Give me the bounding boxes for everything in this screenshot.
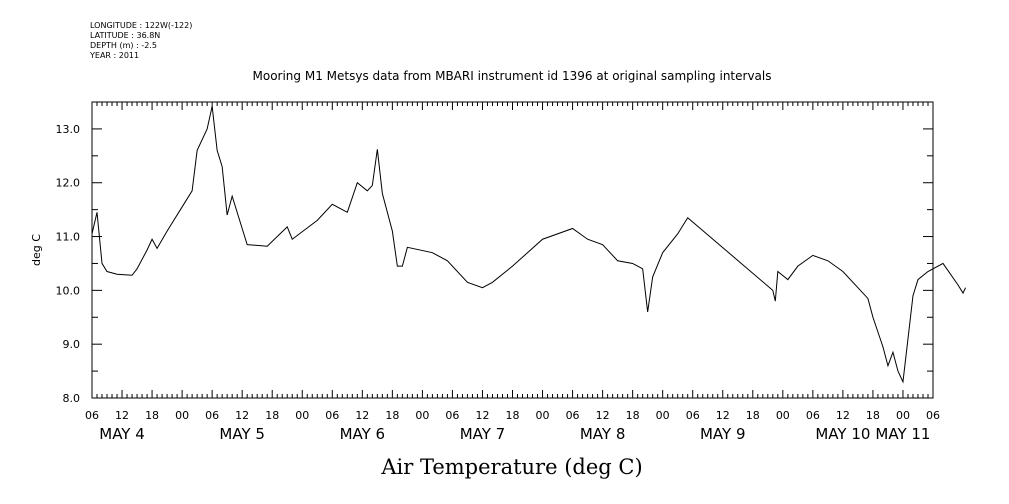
day-label: MAY 10 (815, 425, 870, 443)
y-tick-label: 13.0 (56, 123, 81, 136)
x-tick-label: 12 (355, 409, 369, 422)
day-labels: MAY 4 MAY 5 MAY 6 MAY 7 MAY 8 MAY 9 MAY 10 MAY … (99, 425, 930, 443)
y-axis-label: deg C (30, 234, 43, 266)
day-label: MAY 9 (700, 425, 746, 443)
y-tick-label: 9.0 (63, 338, 81, 351)
x-tick-label: 06 (205, 409, 219, 422)
x-tick-label: 00 (656, 409, 670, 422)
x-tick-label: 06 (806, 409, 820, 422)
depth-text: DEPTH (m) : -2.5 (90, 41, 157, 50)
axis-ticks (91, 101, 934, 399)
x-tick-labels: 06 12 18 00 06 12 18 00 06 12 18 00 06 12 18 00 06 12 18 00… (85, 409, 940, 422)
x-tick-label: 18 (866, 409, 880, 422)
x-tick-label: 00 (175, 409, 189, 422)
x-tick-label: 12 (475, 409, 489, 422)
x-tick-label: 18 (506, 409, 520, 422)
y-tick-labels: 8.0 9.0 10.0 11.0 12.0 13.0 (56, 123, 81, 405)
y-tick-label: 11.0 (56, 231, 81, 244)
x-tick-label: 12 (235, 409, 249, 422)
x-tick-label: 06 (325, 409, 339, 422)
x-tick-label: 00 (295, 409, 309, 422)
x-tick-label: 18 (385, 409, 399, 422)
latitude-text: LATITUDE : 36.8N (90, 31, 161, 40)
station-metadata: LONGITUDE : 122W(-122) LATITUDE : 36.8N … (90, 21, 192, 61)
day-label: MAY 6 (340, 425, 386, 443)
x-tick-label: 12 (596, 409, 610, 422)
x-tick-label: 12 (836, 409, 850, 422)
day-label: MAY 4 (99, 425, 145, 443)
x-tick-label: 06 (566, 409, 580, 422)
x-tick-label: 12 (115, 409, 129, 422)
day-label: MAY 7 (460, 425, 506, 443)
x-tick-label: 00 (415, 409, 429, 422)
day-label: MAY 8 (580, 425, 626, 443)
y-tick-label: 8.0 (63, 392, 81, 405)
y-tick-label: 10.0 (56, 284, 81, 297)
x-tick-label: 18 (626, 409, 640, 422)
chart-title: Mooring M1 Metsys data from MBARI instru… (253, 69, 772, 83)
x-axis-label: Air Temperature (deg C) (380, 455, 642, 479)
year-text: YEAR : 2011 (90, 51, 140, 60)
plot-frame (91, 101, 934, 399)
x-tick-label: 06 (686, 409, 700, 422)
y-tick-label: 12.0 (56, 177, 81, 190)
x-tick-label: 18 (145, 409, 159, 422)
x-tick-label: 12 (716, 409, 730, 422)
x-tick-label: 00 (776, 409, 790, 422)
series-line (91, 106, 966, 384)
longitude-text: LONGITUDE : 122W(-122) (90, 21, 193, 30)
day-label: MAY 5 (219, 425, 265, 443)
x-tick-label: 06 (926, 409, 940, 422)
x-tick-label: 06 (85, 409, 99, 422)
x-tick-label: 00 (536, 409, 550, 422)
x-tick-label: 18 (265, 409, 279, 422)
day-label: MAY 11 (875, 425, 930, 443)
x-tick-label: 06 (445, 409, 459, 422)
x-tick-label: 18 (746, 409, 760, 422)
x-tick-label: 00 (896, 409, 910, 422)
